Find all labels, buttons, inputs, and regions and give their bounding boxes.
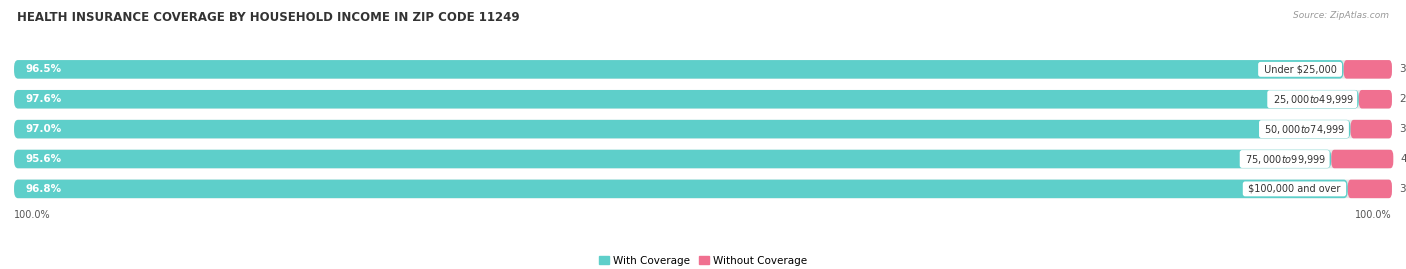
FancyBboxPatch shape (1348, 180, 1392, 198)
Text: $25,000 to $49,999: $25,000 to $49,999 (1270, 93, 1355, 106)
FancyBboxPatch shape (1358, 90, 1392, 108)
FancyBboxPatch shape (14, 90, 1392, 108)
FancyBboxPatch shape (14, 60, 1344, 79)
Text: 96.8%: 96.8% (25, 184, 62, 194)
Legend: With Coverage, Without Coverage: With Coverage, Without Coverage (599, 256, 807, 266)
FancyBboxPatch shape (1344, 60, 1392, 79)
FancyBboxPatch shape (14, 150, 1392, 168)
Text: 100.0%: 100.0% (14, 210, 51, 220)
FancyBboxPatch shape (14, 180, 1392, 198)
FancyBboxPatch shape (1351, 120, 1392, 138)
Text: 3.0%: 3.0% (1399, 124, 1406, 134)
Text: 97.0%: 97.0% (25, 124, 62, 134)
Text: 4.5%: 4.5% (1400, 154, 1406, 164)
Text: 100.0%: 100.0% (1355, 210, 1392, 220)
Text: 95.6%: 95.6% (25, 154, 62, 164)
Text: $50,000 to $74,999: $50,000 to $74,999 (1261, 123, 1347, 136)
Text: $75,000 to $99,999: $75,000 to $99,999 (1241, 153, 1327, 165)
FancyBboxPatch shape (14, 90, 1358, 108)
FancyBboxPatch shape (14, 180, 1348, 198)
FancyBboxPatch shape (14, 150, 1331, 168)
Text: 97.6%: 97.6% (25, 94, 62, 104)
Text: $100,000 and over: $100,000 and over (1246, 184, 1344, 194)
FancyBboxPatch shape (14, 120, 1392, 138)
Text: Under $25,000: Under $25,000 (1261, 64, 1340, 74)
Text: 96.5%: 96.5% (25, 64, 62, 74)
Text: 3.5%: 3.5% (1399, 64, 1406, 74)
FancyBboxPatch shape (14, 120, 1351, 138)
Text: Source: ZipAtlas.com: Source: ZipAtlas.com (1294, 11, 1389, 20)
Text: HEALTH INSURANCE COVERAGE BY HOUSEHOLD INCOME IN ZIP CODE 11249: HEALTH INSURANCE COVERAGE BY HOUSEHOLD I… (17, 11, 519, 24)
Text: 3.2%: 3.2% (1399, 184, 1406, 194)
FancyBboxPatch shape (14, 60, 1392, 79)
Text: 2.4%: 2.4% (1399, 94, 1406, 104)
FancyBboxPatch shape (1331, 150, 1393, 168)
